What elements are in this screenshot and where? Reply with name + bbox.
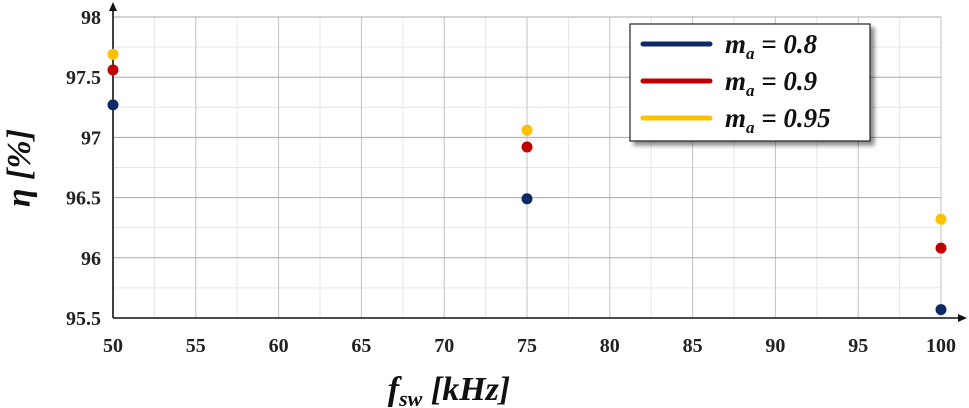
x-tick-label: 70 [434, 335, 454, 357]
y-tick-label: 97.5 [66, 67, 101, 89]
x-tick-label: 50 [103, 335, 123, 357]
x-axis-title-unit: [kHz] [422, 371, 510, 408]
y-tick-label: 95.5 [66, 308, 101, 330]
data-point [935, 213, 947, 225]
legend-label: ma = 0.8 [725, 29, 818, 63]
legend-label-main: m [725, 66, 746, 96]
legend-label-main: m [725, 29, 746, 59]
y-tick-label: 97 [81, 127, 101, 149]
x-tick-label: 85 [683, 335, 703, 357]
legend-label-rest: = 0.9 [755, 66, 818, 96]
data-point [935, 242, 947, 254]
x-tick-labels: 50 55 60 65 70 75 80 85 90 95 100 [103, 335, 956, 357]
x-axis-title-sub: sw [398, 386, 423, 408]
x-tick-label: 75 [517, 335, 537, 357]
y-tick-labels: 95.5 96 96.5 97 97.5 98 [66, 7, 101, 330]
y-axis-title: η [%] [1, 129, 38, 207]
data-point [107, 64, 119, 76]
legend-label-rest: = 0.8 [755, 29, 818, 59]
data-point [107, 99, 119, 111]
y-tick-label: 98 [81, 7, 101, 29]
data-point [107, 48, 119, 60]
data-point [521, 124, 533, 136]
legend-label-main: m [725, 103, 746, 133]
x-tick-label: 100 [926, 335, 956, 357]
y-axis-title-unit: [%] [1, 129, 38, 188]
data-point [521, 141, 533, 153]
x-axis-arrow [958, 314, 967, 322]
x-axis-title: fsw [kHz] [388, 371, 510, 408]
x-tick-label: 80 [600, 335, 620, 357]
legend-label-rest: = 0.95 [755, 103, 831, 133]
x-axis-title-main: f [388, 371, 403, 408]
legend-label-sub: a [746, 118, 755, 137]
x-tick-label: 65 [351, 335, 371, 357]
x-tick-label: 55 [186, 335, 206, 357]
legend-label: ma = 0.95 [725, 103, 831, 137]
legend-label-sub: a [746, 81, 755, 100]
x-tick-label: 95 [848, 335, 868, 357]
legend: ma = 0.8ma = 0.9ma = 0.95 [629, 23, 871, 142]
legend-label: ma = 0.9 [725, 66, 818, 100]
y-axis-title-main: η [1, 188, 38, 207]
y-tick-label: 96.5 [66, 188, 101, 210]
data-point [935, 304, 947, 316]
x-tick-label: 60 [269, 335, 289, 357]
data-points [107, 48, 947, 316]
data-point [521, 193, 533, 205]
y-axis-arrow [109, 2, 117, 11]
x-tick-label: 90 [765, 335, 785, 357]
legend-label-sub: a [746, 44, 755, 63]
legend-items: ma = 0.8ma = 0.9ma = 0.95 [640, 29, 831, 137]
y-tick-label: 96 [81, 248, 101, 270]
